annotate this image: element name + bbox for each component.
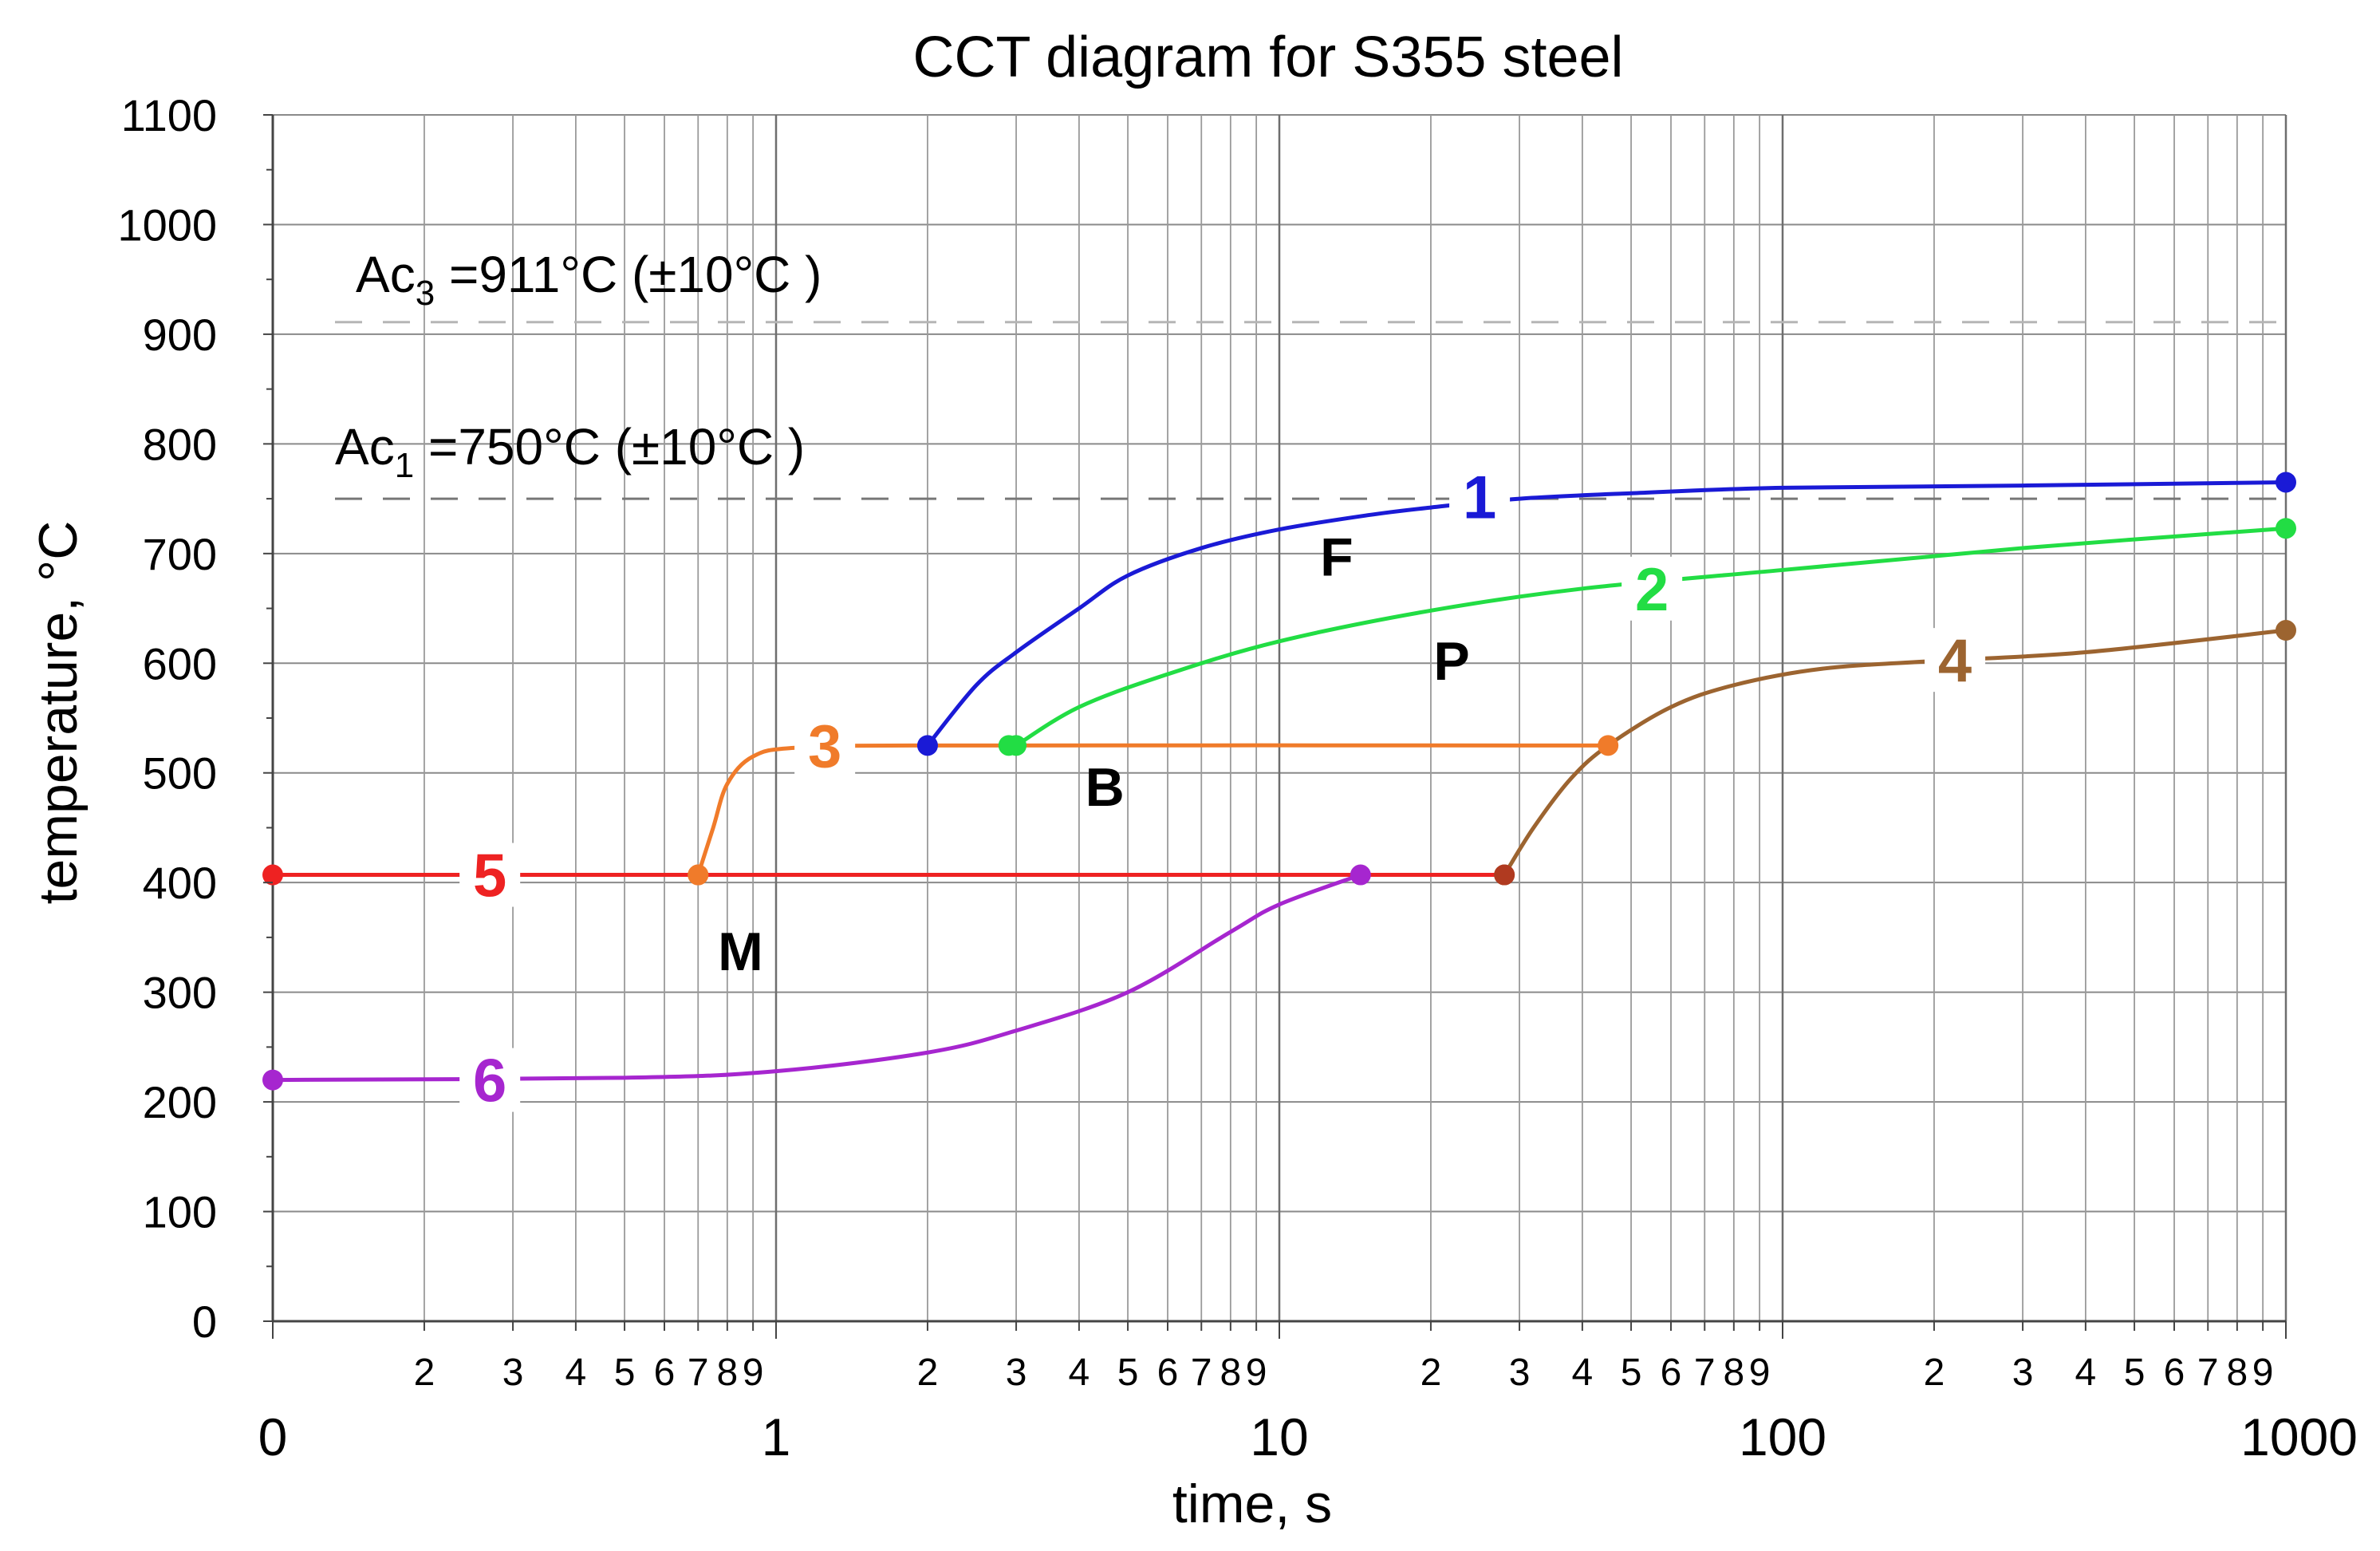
region-label-f: F [1320,527,1354,587]
x-minor-tick-label: 5 [2124,1352,2146,1394]
x-minor-tick-label: 4 [565,1352,587,1394]
extra-marker [998,735,1019,756]
y-tick-label: 900 [143,310,217,360]
x-minor-tick-label: 7 [1191,1352,1212,1394]
x-minor-tick-label: 7 [2197,1352,2219,1394]
x-minor-tick-label: 5 [1621,1352,1642,1394]
series-5-label: 5 [473,843,506,910]
chart-title: CCT diagram for S355 steel [912,26,1623,89]
x-minor-tick-label: 2 [1421,1352,1442,1394]
x-major-tick-label: 100 [1739,1407,1826,1466]
x-minor-tick-label: 3 [1006,1352,1027,1394]
series-3-label-bg [794,713,856,778]
series-3-marker [1598,735,1619,756]
series-4-label-bg [1925,628,1986,693]
x-minor-tick-label: 5 [614,1352,636,1394]
x-minor-tick-label: 6 [1157,1352,1179,1394]
x-minor-tick-label: 8 [1723,1352,1744,1394]
x-major-tick-label: 1000 [2240,1407,2358,1466]
series-6-marker [1350,864,1371,886]
x-axis-label: time, s [1172,1474,1332,1534]
x-minor-tick-label: 6 [2164,1352,2185,1394]
x-minor-tick-label: 9 [1749,1352,1771,1394]
extra-marker [1494,864,1515,886]
x-minor-tick-label: 4 [2075,1352,2097,1394]
series-1-line [926,480,2287,747]
x-minor-tick-label: 7 [1694,1352,1716,1394]
y-tick-label: 700 [143,529,217,579]
x-minor-tick-label: 8 [2226,1352,2248,1394]
x-minor-tick-label: 2 [414,1352,435,1394]
region-labels: F P B M [718,527,1470,982]
region-label-b: B [1086,757,1125,818]
series-1-marker [916,735,938,756]
series-4-marker [2276,620,2296,641]
x-minor-tick-label: 2 [1924,1352,1945,1394]
series-6-line [272,873,1361,1083]
extra-marker [688,864,709,886]
series-2-marker [2276,518,2296,539]
x-minor-tick-label: 2 [917,1352,939,1394]
y-tick-label: 200 [143,1077,217,1127]
series-2-label: 2 [1635,556,1669,624]
y-tick-label: 800 [143,419,217,469]
x-minor-tick-label: 3 [1509,1352,1531,1394]
series-4-line [1503,628,2287,876]
ref-label-base: Ac [356,246,416,303]
x-minor-tick-label: 9 [2252,1352,2274,1394]
x-minor-tick-label: 9 [1246,1352,1267,1394]
reference-lines: Ac3 =911°C (±10°C )Ac1 =750°C (±10°C ) [335,246,2286,500]
ref-label-rest: =911°C (±10°C ) [435,246,822,303]
region-label-p: P [1433,631,1469,692]
x-minor-tick-label: 8 [1220,1352,1241,1394]
x-major-tick-label: 1 [762,1407,791,1466]
x-minor-tick-label: 5 [1117,1352,1139,1394]
x-minor-tick-label: 6 [654,1352,676,1394]
series-6-label: 6 [473,1048,506,1115]
y-tick-label: 100 [143,1187,217,1237]
series-1-label: 1 [1463,464,1496,531]
y-tick-label: 300 [143,968,217,1018]
y-tick-label: 400 [143,858,217,908]
series-2-line [1015,526,2287,748]
y-tick-label: 500 [143,748,217,799]
x-minor-tick-label: 9 [743,1352,764,1394]
x-major-tick-label: 0 [258,1407,288,1466]
series-6-marker [262,1069,283,1091]
grid [271,114,2287,1323]
y-tick-label: 1000 [117,199,217,250]
reference-label-ac1: Ac1 =750°C (±10°C ) [335,418,805,485]
series-5-label-bg [459,843,521,907]
ref-label-base: Ac [335,418,395,476]
y-tick-label: 1100 [121,90,217,140]
series-1-marker [2276,472,2296,493]
ref-label-rest: =750°C (±10°C ) [414,418,805,476]
x-minor-tick-label: 4 [1069,1352,1090,1394]
y-axis-label: temperature, °C [28,521,89,905]
ref-label-subscript: 3 [416,274,435,313]
ref-label-subscript: 1 [395,446,414,485]
x-minor-tick-label: 8 [716,1352,738,1394]
x-minor-tick-label: 3 [2012,1352,2034,1394]
series-2-label-bg [1621,556,1683,621]
region-label-m: M [718,922,763,982]
y-tick-label: 600 [143,638,217,689]
x-minor-tick-label: 4 [1572,1352,1594,1394]
series-4-label: 4 [1938,627,1972,695]
series-5-marker [262,864,283,886]
x-major-tick-label: 10 [1250,1407,1308,1466]
x-minor-tick-label: 6 [1661,1352,1682,1394]
series-6-label-bg [459,1048,521,1112]
series-1-label-bg [1449,464,1511,529]
series-layer: 1 2 3 4 5 6 [262,464,2296,1115]
x-minor-tick-label: 3 [502,1352,524,1394]
x-minor-tick-label: 7 [688,1352,709,1394]
y-tick-label: 0 [192,1296,217,1347]
series-3-label: 3 [808,712,841,780]
reference-label-ac3: Ac3 =911°C (±10°C ) [356,246,822,313]
